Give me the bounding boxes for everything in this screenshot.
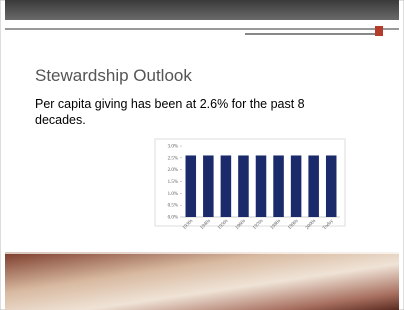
bar — [273, 155, 284, 217]
slide-title: Stewardship Outlook — [35, 66, 192, 85]
y-tick-label: 2.0% — [168, 168, 178, 173]
y-tick-label: 1.0% — [168, 192, 178, 197]
page: Stewardship Outlook Per capita giving ha… — [0, 0, 404, 310]
bar — [186, 155, 197, 217]
body-box: Per capita giving has been at 2.6% for t… — [35, 96, 345, 136]
bar — [203, 155, 214, 217]
bar — [291, 155, 302, 217]
bar — [221, 155, 232, 217]
y-tick-label: 3.0% — [168, 145, 178, 150]
photo-fade — [5, 242, 399, 254]
bar — [326, 155, 337, 217]
top-bar — [5, 0, 399, 20]
rule — [245, 33, 375, 35]
rule — [5, 28, 399, 30]
y-tick-label: 1.5% — [168, 180, 178, 185]
y-tick-label: 2.5% — [168, 156, 178, 161]
bar — [256, 155, 267, 217]
photo — [5, 252, 399, 310]
body-text: Per capita giving has been at 2.6% for t… — [35, 96, 345, 128]
y-tick-label: 0.0% — [168, 216, 178, 221]
slide: Stewardship Outlook Per capita giving ha… — [0, 0, 404, 310]
bar — [308, 155, 319, 217]
accent — [375, 26, 383, 36]
bar — [238, 155, 249, 217]
y-tick-label: 0.5% — [168, 204, 178, 209]
